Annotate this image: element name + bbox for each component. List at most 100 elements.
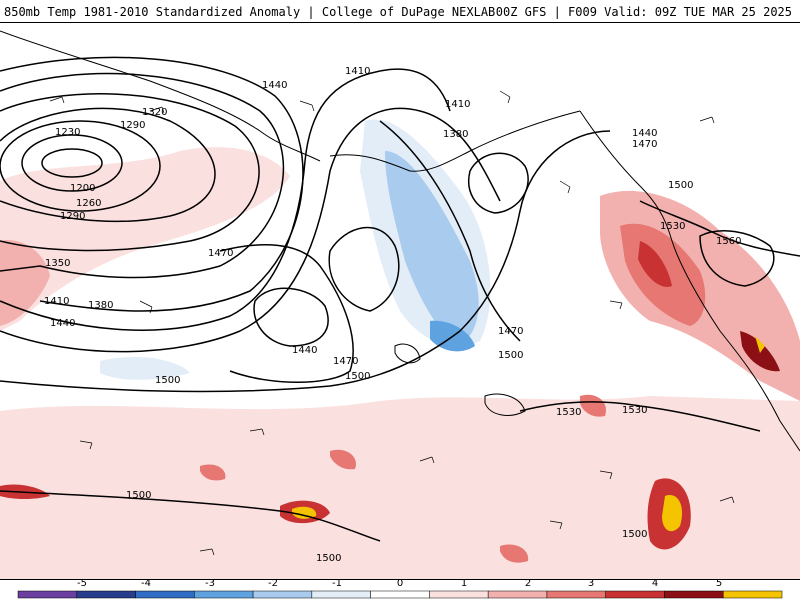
legend-tick: -1 — [332, 578, 342, 589]
contour-1500 — [0, 130, 611, 393]
map-title: 850mb Temp 1981-2010 Standardized Anomal… — [4, 5, 496, 19]
label-1530-a: 1530 — [556, 407, 581, 418]
legend-swatch — [429, 590, 489, 599]
contour-1320 — [0, 93, 260, 252]
contour-1500-ridge — [468, 152, 529, 214]
contour-1440 — [0, 107, 501, 353]
legend-swatch — [664, 590, 724, 599]
legend-swatch — [76, 590, 136, 599]
legend-tick-labels: -5 -4 -3 -2 -1 0 1 2 3 4 5 — [0, 578, 800, 590]
contour-1350 — [0, 72, 285, 279]
legend-swatch — [546, 590, 606, 599]
label-1470-trough: 1470 — [498, 326, 523, 337]
tropical-yellow-west — [292, 506, 317, 519]
barb-set — [49, 90, 735, 556]
coastlines — [0, 30, 800, 452]
legend-tick: 2 — [524, 578, 532, 589]
hot-spot-4 — [500, 544, 529, 563]
contour-1260 — [0, 120, 161, 212]
central-cold — [100, 356, 190, 380]
label-1560: 1560 — [716, 236, 741, 247]
contour-1470-low — [328, 226, 400, 312]
contour-1470-trough — [379, 120, 521, 342]
label-1440-left: 1440 — [50, 318, 75, 329]
label-1500-trough: 1500 — [498, 350, 523, 361]
contour-1410 — [0, 68, 451, 331]
contour-1470 — [219, 244, 354, 383]
legend-swatch — [194, 590, 254, 599]
label-1500-south-a: 1500 — [126, 490, 151, 501]
label-1200: 1200 — [70, 183, 95, 194]
label-1530-right: 1530 — [660, 221, 685, 232]
legend-swatch — [135, 590, 195, 599]
label-1440-low: 1440 — [292, 345, 317, 356]
label-1410-top: 1410 — [345, 66, 370, 77]
hot-spot-1 — [200, 464, 226, 481]
goa-cold-core — [385, 151, 479, 346]
legend-tick: -3 — [205, 578, 215, 589]
contour-1530-south — [519, 401, 761, 432]
contour-1290 — [0, 107, 216, 223]
legend-tick: -4 — [141, 578, 151, 589]
label-1470-right: 1470 — [632, 139, 657, 150]
label-1500-mid: 1500 — [345, 371, 370, 382]
contour-1200 — [41, 148, 103, 178]
nw-warm — [0, 147, 290, 331]
label-1260: 1260 — [76, 198, 101, 209]
hot-spot-2 — [330, 449, 356, 470]
label-1290-top: 1290 — [120, 120, 145, 131]
contour-1530-east — [639, 200, 800, 257]
label-1320: 1320 — [142, 107, 167, 118]
contour-1500-south — [0, 490, 381, 542]
legend-tick: 5 — [715, 578, 723, 589]
legend-swatch — [17, 590, 78, 599]
title-bar: 850mb Temp 1981-2010 Standardized Anomal… — [0, 0, 800, 22]
legend-tick: -2 — [268, 578, 278, 589]
label-1380-right: 1380 — [443, 129, 468, 140]
map-panel[interactable]: 1410 1440 1320 1290 1230 1200 1260 1290 … — [0, 22, 800, 580]
hot-spot-3 — [580, 394, 606, 417]
wind-barbs — [49, 90, 735, 556]
westcoast-hot — [638, 241, 672, 287]
label-1500-right: 1500 — [668, 180, 693, 191]
island-2 — [484, 393, 526, 416]
legend-swatch — [311, 590, 371, 599]
contour-1560 — [699, 230, 775, 287]
label-1290-bottom: 1290 — [60, 211, 85, 222]
anomaly-map: 1410 1440 1320 1290 1230 1200 1260 1290 … — [0, 30, 800, 579]
label-1410-right: 1410 — [445, 99, 470, 110]
label-1470-low: 1470 — [333, 356, 358, 367]
island-1 — [394, 343, 421, 364]
label-1230: 1230 — [55, 127, 80, 138]
label-1410-left: 1410 — [44, 296, 69, 307]
contour-1230 — [21, 134, 123, 192]
run-info: 00Z GFS | F009 Valid: 09Z TUE MAR 25 202… — [495, 5, 792, 19]
legend-swatch — [252, 590, 313, 599]
legend-color-bar — [17, 590, 783, 599]
na-west-coast — [579, 110, 800, 452]
contour-1440-low — [253, 287, 329, 347]
label-1530-b: 1530 — [622, 405, 647, 416]
asia-coast — [0, 30, 321, 162]
label-1440-top: 1440 — [262, 80, 287, 91]
label-1500-south-b: 1500 — [316, 553, 341, 564]
tropical-yellow-east — [662, 495, 683, 532]
legend-tick: -5 — [77, 578, 87, 589]
legend-swatch — [722, 590, 783, 599]
legend-swatch — [370, 590, 430, 599]
nw-warm-core — [0, 240, 50, 326]
label-1500-left: 1500 — [155, 375, 180, 386]
warm-band — [0, 396, 800, 579]
legend-swatch — [487, 590, 548, 599]
legend-tick: 1 — [460, 578, 468, 589]
label-1440-right: 1440 — [632, 128, 657, 139]
alaska-coast — [329, 110, 581, 172]
legend-tick: 0 — [396, 578, 404, 589]
legend-swatch — [605, 590, 665, 599]
legend-tick: 3 — [587, 578, 595, 589]
baja-yellow — [755, 336, 765, 353]
label-1470-mid: 1470 — [208, 248, 233, 259]
label-1380: 1380 — [88, 300, 113, 311]
legend-tick: 4 — [651, 578, 659, 589]
label-1500-south-c: 1500 — [622, 529, 647, 540]
